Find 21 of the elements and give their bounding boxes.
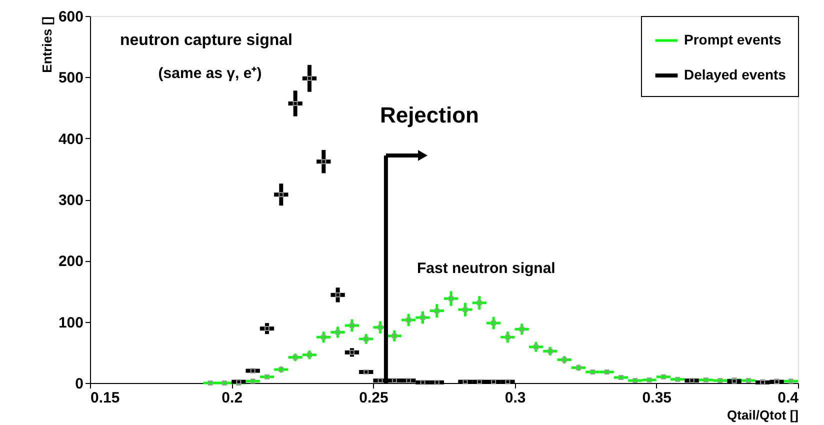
legend-label: Delayed events — [684, 66, 786, 82]
x-tick-label: 0.4 — [778, 390, 800, 406]
annotation: neutron capture signal — [120, 32, 292, 49]
x-axis-title: Qtail/Qtot [] — [727, 408, 798, 422]
x-tick-label: 0.3 — [504, 390, 526, 406]
x-tick-label: 0.2 — [222, 390, 243, 406]
y-tick-label: 200 — [58, 253, 84, 270]
y-tick-label: 500 — [58, 70, 84, 87]
x-tick-label: 0.35 — [642, 390, 672, 406]
y-tick-label: 400 — [58, 130, 84, 148]
x-tick-label: 0.15 — [90, 390, 120, 406]
y-tick-label: 300 — [58, 192, 84, 209]
y-tick-label: 0 — [75, 376, 84, 392]
annotation: (same as γ, e⁺) — [158, 65, 262, 82]
legend-label: Prompt events — [684, 32, 782, 48]
y-axis-title: Entries [] — [39, 16, 54, 73]
annotation: Fast neutron signal — [417, 260, 556, 277]
ref-line-label: Rejection — [380, 102, 479, 128]
y-tick-label: 600 — [58, 8, 84, 26]
y-tick-label: 100 — [58, 314, 84, 332]
x-tick-label: 0.25 — [359, 390, 388, 406]
